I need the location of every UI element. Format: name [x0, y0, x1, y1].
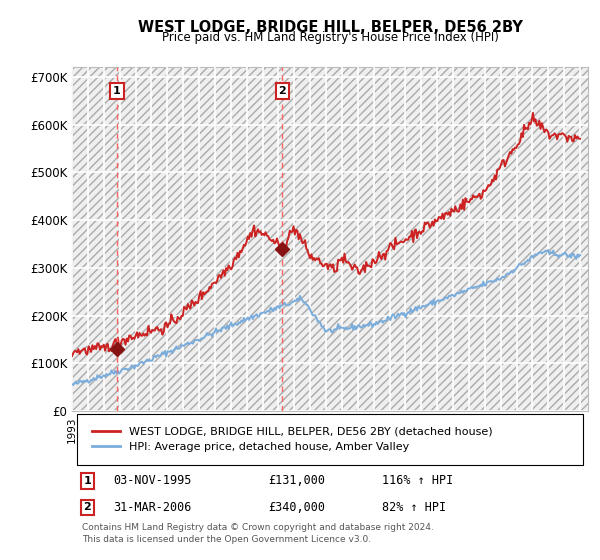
Text: 2: 2: [83, 502, 91, 512]
Legend: WEST LODGE, BRIDGE HILL, BELPER, DE56 2BY (detached house), HPI: Average price, : WEST LODGE, BRIDGE HILL, BELPER, DE56 2B…: [88, 422, 497, 456]
Text: 1: 1: [113, 86, 121, 96]
Text: Contains HM Land Registry data © Crown copyright and database right 2024.
This d: Contains HM Land Registry data © Crown c…: [82, 524, 434, 544]
FancyBboxPatch shape: [77, 414, 583, 465]
Text: £340,000: £340,000: [268, 501, 325, 514]
Text: 03-NOV-1995: 03-NOV-1995: [113, 474, 191, 487]
Text: WEST LODGE, BRIDGE HILL, BELPER, DE56 2BY: WEST LODGE, BRIDGE HILL, BELPER, DE56 2B…: [137, 20, 523, 35]
Text: 116% ↑ HPI: 116% ↑ HPI: [382, 474, 453, 487]
Text: 31-MAR-2006: 31-MAR-2006: [113, 501, 191, 514]
Text: 82% ↑ HPI: 82% ↑ HPI: [382, 501, 446, 514]
Text: £131,000: £131,000: [268, 474, 325, 487]
Text: 2: 2: [278, 86, 286, 96]
Text: 1: 1: [83, 476, 91, 486]
Text: Price paid vs. HM Land Registry's House Price Index (HPI): Price paid vs. HM Land Registry's House …: [161, 31, 499, 44]
